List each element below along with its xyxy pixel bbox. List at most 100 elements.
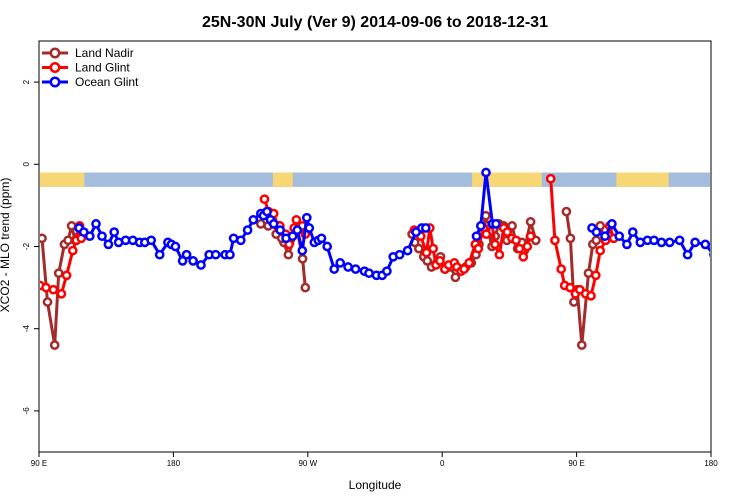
data-point bbox=[481, 167, 491, 178]
data-point bbox=[561, 206, 572, 217]
legend-item-1: Land Glint bbox=[42, 61, 130, 75]
data-point bbox=[343, 262, 353, 272]
legend-label: Land Glint bbox=[75, 61, 130, 75]
data-point bbox=[350, 264, 361, 274]
data-point bbox=[56, 288, 67, 299]
legend-label: Land Nadir bbox=[75, 46, 134, 60]
data-point bbox=[53, 268, 64, 279]
data-point bbox=[335, 258, 346, 268]
data-point bbox=[109, 227, 120, 237]
data-point bbox=[242, 225, 253, 235]
data-point bbox=[590, 270, 601, 281]
data-point bbox=[364, 268, 374, 279]
data-point bbox=[188, 256, 198, 266]
legend-label: Ocean Glint bbox=[75, 75, 139, 89]
data-point bbox=[576, 340, 587, 350]
data-point bbox=[170, 241, 181, 252]
data-point bbox=[329, 264, 340, 274]
data-point bbox=[511, 235, 521, 246]
data-point bbox=[84, 231, 95, 242]
data-point bbox=[622, 239, 632, 250]
ocean-band bbox=[40, 172, 710, 187]
x-tick-label-4: 90 E bbox=[568, 459, 584, 468]
data-point bbox=[154, 249, 165, 260]
data-point bbox=[481, 229, 492, 240]
data-point bbox=[40, 233, 47, 244]
data-point bbox=[210, 249, 221, 260]
legend-item-0: Land Nadir bbox=[42, 46, 134, 60]
data-point bbox=[595, 245, 606, 256]
data-point bbox=[61, 270, 72, 281]
y-tick-label-4: 2 bbox=[22, 79, 31, 84]
land-band-0 bbox=[40, 172, 85, 187]
x-tick-label-3: 0 bbox=[440, 459, 445, 468]
data-point bbox=[514, 243, 525, 254]
data-point bbox=[471, 231, 482, 242]
data-point bbox=[42, 297, 53, 307]
data-point bbox=[322, 241, 333, 252]
data-point bbox=[428, 243, 439, 254]
legend-swatch-marker bbox=[49, 62, 61, 73]
y-axis-label: XCO2 - MLO trend (ppm) bbox=[0, 178, 12, 313]
x-tick-label-1: 180 bbox=[167, 459, 181, 468]
data-point bbox=[490, 239, 500, 250]
data-point bbox=[402, 245, 413, 256]
data-point bbox=[421, 247, 432, 258]
data-point bbox=[41, 282, 51, 293]
legend-swatch-marker bbox=[49, 47, 61, 59]
data-point bbox=[287, 231, 298, 242]
x-tick-label-5: 180 bbox=[704, 459, 718, 468]
series-ocean-glint bbox=[74, 167, 710, 281]
y-tick-label-0: -6 bbox=[22, 407, 31, 415]
data-point bbox=[556, 264, 567, 274]
data-point bbox=[664, 237, 675, 248]
data-point bbox=[700, 239, 710, 250]
data-point bbox=[545, 173, 556, 184]
data-point bbox=[525, 231, 536, 242]
data-point bbox=[301, 212, 312, 223]
axes: 90 E 180 90 W 0 90 E 180 -6 -4 -2 0 2 bbox=[22, 40, 718, 468]
data-point bbox=[225, 249, 235, 260]
x-tick-label-2: 90 W bbox=[298, 459, 317, 468]
data-point bbox=[565, 233, 576, 244]
chart-title: 25N-30N July (Ver 9) 2014-09-06 to 2018-… bbox=[202, 14, 548, 31]
series-layer bbox=[40, 167, 710, 350]
data-point bbox=[475, 221, 486, 231]
data-point bbox=[291, 214, 302, 225]
y-tick-label-2: -2 bbox=[22, 242, 31, 250]
data-point bbox=[565, 282, 575, 293]
data-point bbox=[450, 272, 461, 283]
land-band-1 bbox=[272, 172, 293, 187]
data-point bbox=[67, 245, 78, 256]
data-point bbox=[248, 214, 259, 225]
y-tick-label-3: 0 bbox=[22, 162, 31, 167]
data-point bbox=[473, 243, 484, 254]
data-point bbox=[196, 260, 206, 270]
land-ocean-mask-bar bbox=[40, 172, 710, 187]
data-point bbox=[420, 223, 431, 233]
data-point bbox=[502, 227, 513, 237]
data-point bbox=[656, 237, 667, 248]
data-point bbox=[674, 235, 685, 246]
data-point bbox=[97, 231, 107, 242]
data-point bbox=[550, 235, 560, 246]
data-point bbox=[49, 340, 60, 350]
data-point bbox=[591, 235, 602, 246]
legend-item-2: Ocean Glint bbox=[42, 75, 139, 89]
data-point bbox=[507, 221, 517, 231]
data-point bbox=[586, 290, 596, 301]
series-line-0-3 bbox=[564, 211, 611, 347]
data-point bbox=[682, 249, 693, 260]
x-axis-label: Longitude bbox=[349, 478, 402, 492]
data-point bbox=[382, 266, 392, 277]
data-point bbox=[103, 239, 114, 250]
land-band-3 bbox=[616, 172, 669, 187]
data-point bbox=[525, 216, 536, 227]
data-point bbox=[297, 245, 308, 256]
series-land-nadir bbox=[40, 206, 615, 350]
data-point bbox=[181, 249, 192, 260]
data-point bbox=[292, 225, 303, 235]
data-point bbox=[297, 253, 308, 264]
